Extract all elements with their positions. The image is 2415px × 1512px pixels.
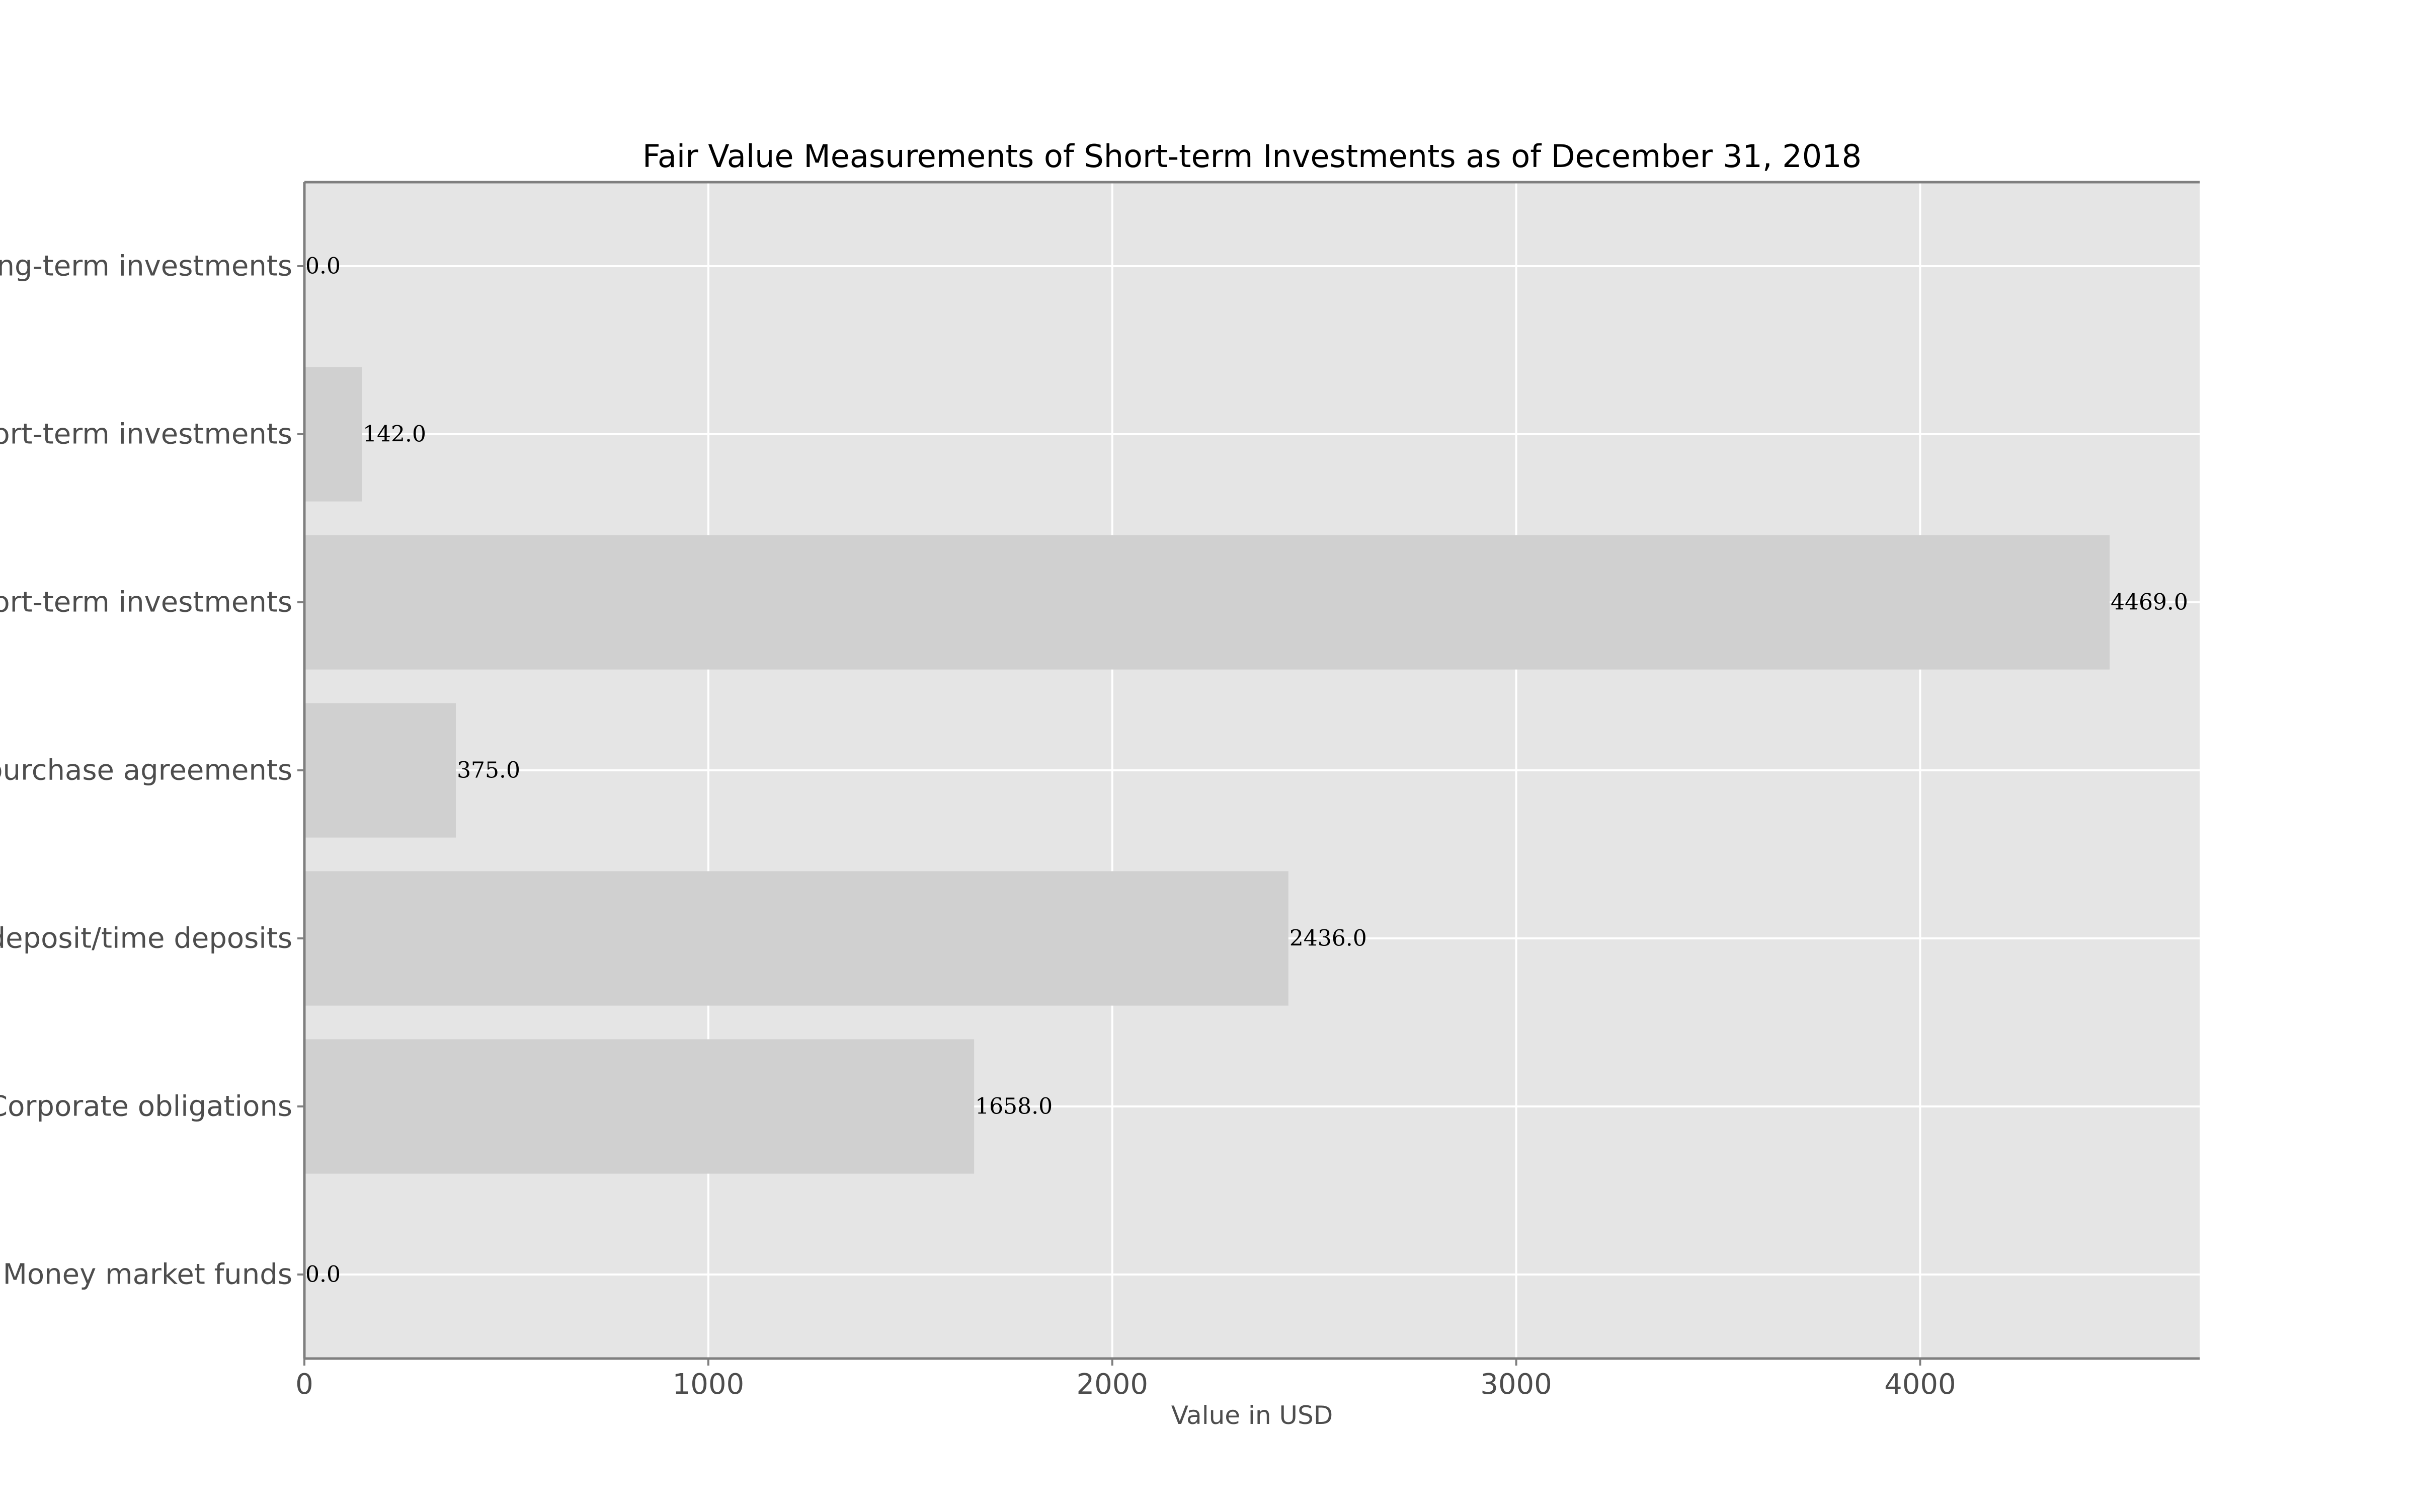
value-label: 4469.0: [2111, 590, 2188, 615]
y-tick-label: ong-term investments: [0, 250, 292, 283]
y-tick-label: Corporate obligations: [0, 1090, 292, 1123]
y-tick-label: Money market funds: [3, 1258, 292, 1291]
chart-title: Fair Value Measurements of Short-term In…: [642, 138, 1862, 175]
value-label: 0.0: [305, 1262, 341, 1288]
y-tick-label: ort-term investments: [0, 418, 292, 451]
x-tick-label: 1000: [673, 1368, 745, 1401]
value-label: 1658.0: [975, 1094, 1053, 1120]
x-tick-label: 4000: [1884, 1368, 1956, 1401]
y-axis-ticks: Money market funds Corporate obligations d…: [0, 250, 304, 1291]
bar: [304, 367, 362, 502]
y-tick-label: deposit/time deposits: [0, 922, 292, 955]
bar: [304, 535, 2110, 670]
value-label: 0.0: [305, 254, 341, 279]
y-tick-label: ort-term investments: [0, 586, 292, 619]
x-axis-ticks: 0 1000 2000 3000 4000: [295, 1359, 1956, 1401]
value-label: 2436.0: [1290, 926, 1367, 951]
bar: [304, 703, 456, 838]
value-labels: 0.0 1658.0 2436.0 375.0 4469.0 142.0 0.0: [305, 254, 2188, 1288]
bar: [304, 1039, 975, 1174]
bars: [304, 367, 2110, 1174]
x-tick-label: 2000: [1076, 1368, 1148, 1401]
value-label: 142.0: [363, 422, 426, 447]
bar: [304, 871, 1289, 1006]
x-axis-title: Value in USD: [1171, 1401, 1333, 1430]
y-tick-label: purchase agreements: [0, 754, 292, 787]
value-label: 375.0: [457, 758, 520, 783]
x-tick-label: 0: [295, 1368, 313, 1401]
x-tick-label: 3000: [1480, 1368, 1552, 1401]
